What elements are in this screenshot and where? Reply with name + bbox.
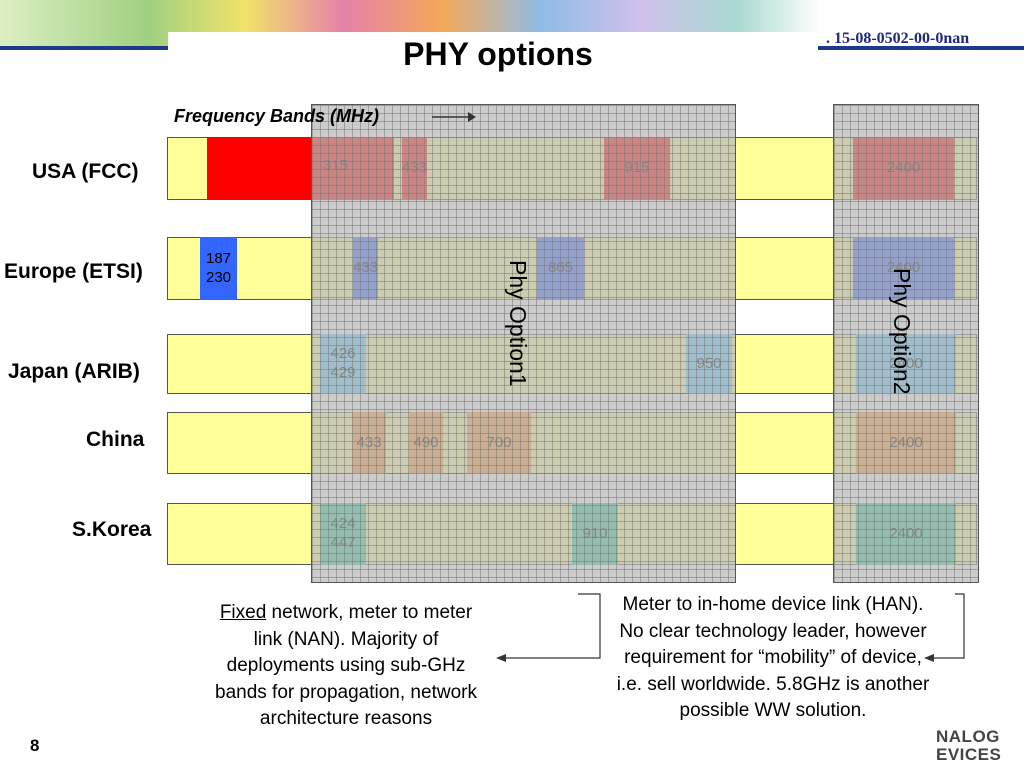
phy-option1-label: Phy Option1 xyxy=(505,260,531,387)
note-home-link: Meter to in-home device link (HAN). No c… xyxy=(616,594,930,722)
document-id: . 15-08-0502-00-0nan xyxy=(826,30,970,47)
note-fixed-underlined: Fixed xyxy=(219,602,267,623)
note-fixed-network: Fixed network, meter to meter link (NAN)… xyxy=(212,600,480,733)
frequency-arrow-icon xyxy=(432,112,476,122)
page-number: 8 xyxy=(30,736,40,755)
title-background xyxy=(168,32,818,80)
row-label-korea: S.Korea xyxy=(72,518,152,541)
company-logo: NALOG EVICES xyxy=(936,727,1002,764)
note-fixed-text: network, meter to meter link (NAN). Majo… xyxy=(215,602,477,730)
frequency-bands-label: Frequency Bands (MHz) xyxy=(174,106,380,126)
row-label-china: China xyxy=(86,428,145,451)
band-block-europe-187-230: 187 230 xyxy=(200,237,237,300)
row-label-japan: Japan (ARIB) xyxy=(8,360,140,383)
page-title: PHY options xyxy=(403,36,593,72)
row-label-usa: USA (FCC) xyxy=(32,160,139,183)
phy-option1-region xyxy=(311,104,736,583)
phy-option2-label: Phy Option2 xyxy=(889,268,915,395)
row-label-europe: Europe (ETSI) xyxy=(4,260,143,283)
phy-option2-region xyxy=(833,104,979,583)
